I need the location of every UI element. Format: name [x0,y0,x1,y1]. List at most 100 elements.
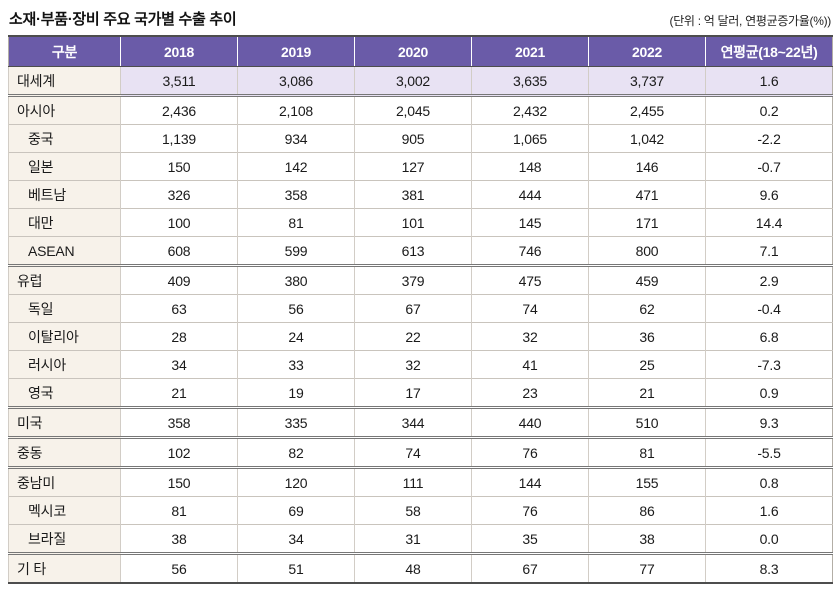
table-row: 중남미 150 120 111 144 155 0.8 [8,466,833,497]
row-label-cell: 독일 [8,294,121,323]
value-cell: -0.4 [705,294,833,323]
value-cell: 380 [237,264,355,295]
value-cell: 82 [237,436,355,468]
value-cell: 746 [471,236,589,266]
value-cell: 38 [120,524,238,554]
value-cell: 6.8 [705,322,833,351]
value-cell: 34 [237,524,355,554]
value-cell: 471 [588,180,706,209]
value-cell: 48 [354,552,472,583]
table-row: 대세계 3,511 3,086 3,002 3,635 3,737 1.6 [8,66,833,96]
value-cell: 0.9 [705,378,833,408]
value-cell: 31 [354,524,472,554]
col-header-2020: 2020 [354,36,472,67]
value-cell: 379 [354,264,472,295]
value-cell: 2,432 [471,94,589,125]
row-label-cell: 영국 [8,378,121,408]
col-header-label: 구분 [8,36,121,67]
row-label-cell: 대만 [8,208,121,237]
table-header-bar: 소재·부품·장비 주요 국가별 수출 추이 (단위 : 억 달러, 연평균증가율… [8,8,832,29]
row-label-cell: 이탈리아 [8,322,121,351]
value-cell: 34 [120,350,238,379]
value-cell: 67 [471,552,589,583]
value-cell: 2,455 [588,94,706,125]
value-cell: 142 [237,152,355,181]
value-cell: 0.8 [705,466,833,497]
value-cell: 0.0 [705,524,833,554]
row-label-cell: 미국 [8,406,121,438]
value-cell: 86 [588,496,706,525]
value-cell: 599 [237,236,355,266]
value-cell: 3,086 [237,66,355,96]
value-cell: 326 [120,180,238,209]
value-cell: 62 [588,294,706,323]
value-cell: 2,108 [237,94,355,125]
row-label-cell: 일본 [8,152,121,181]
value-cell: 38 [588,524,706,554]
value-cell: 613 [354,236,472,266]
value-cell: 32 [471,322,589,351]
value-cell: 2.9 [705,264,833,295]
value-cell: 58 [354,496,472,525]
value-cell: -2.2 [705,124,833,153]
value-cell: 150 [120,152,238,181]
value-cell: 409 [120,264,238,295]
value-cell: 22 [354,322,472,351]
value-cell: 145 [471,208,589,237]
value-cell: 74 [471,294,589,323]
table-row: 미국 358 335 344 440 510 9.3 [8,406,833,438]
col-header-2018: 2018 [120,36,238,67]
row-label-cell: 중동 [8,436,121,468]
value-cell: 21 [120,378,238,408]
value-cell: 7.1 [705,236,833,266]
value-cell: 36 [588,322,706,351]
col-header-2019: 2019 [237,36,355,67]
value-cell: 1,139 [120,124,238,153]
col-header-1822: 연평균(18~22년) [705,36,833,67]
value-cell: 51 [237,552,355,583]
value-cell: 148 [471,152,589,181]
value-cell: 475 [471,264,589,295]
value-cell: 9.3 [705,406,833,438]
value-cell: 335 [237,406,355,438]
table-body: 대세계 3,511 3,086 3,002 3,635 3,737 1.6 아시아 2,436 2… [8,66,833,583]
row-label-cell: 브라질 [8,524,121,554]
value-cell: 358 [120,406,238,438]
table-row: 독일 63 56 67 74 62 -0.4 [8,294,833,323]
value-cell: 56 [120,552,238,583]
value-cell: 67 [354,294,472,323]
row-label-cell: 대세계 [8,66,121,96]
value-cell: 905 [354,124,472,153]
value-cell: 3,511 [120,66,238,96]
value-cell: 150 [120,466,238,497]
table-row: 러시아 34 33 32 41 25 -7.3 [8,350,833,379]
value-cell: 63 [120,294,238,323]
row-label-cell: 러시아 [8,350,121,379]
value-cell: 1,042 [588,124,706,153]
export-trend-table: 구분 2018 2019 2020 2021 2022 연평균(18~22년) 대세계 3,5… [8,35,833,584]
value-cell: 8.3 [705,552,833,583]
table-row: 유럽 409 380 379 475 459 2.9 [8,264,833,295]
value-cell: 171 [588,208,706,237]
value-cell: 120 [237,466,355,497]
value-cell: 69 [237,496,355,525]
value-cell: -7.3 [705,350,833,379]
unit-note: (단위 : 억 달러, 연평균증가율(%)) [669,14,832,28]
value-cell: 56 [237,294,355,323]
value-cell: 459 [588,264,706,295]
value-cell: 100 [120,208,238,237]
value-cell: 19 [237,378,355,408]
value-cell: 74 [354,436,472,468]
value-cell: 381 [354,180,472,209]
value-cell: 23 [471,378,589,408]
row-label-cell: 아시아 [8,94,121,125]
value-cell: 41 [471,350,589,379]
value-cell: 9.6 [705,180,833,209]
value-cell: 444 [471,180,589,209]
value-cell: 127 [354,152,472,181]
value-cell: 81 [237,208,355,237]
row-label-cell: 멕시코 [8,496,121,525]
value-cell: 14.4 [705,208,833,237]
table-row: 베트남 326 358 381 444 471 9.6 [8,180,833,209]
